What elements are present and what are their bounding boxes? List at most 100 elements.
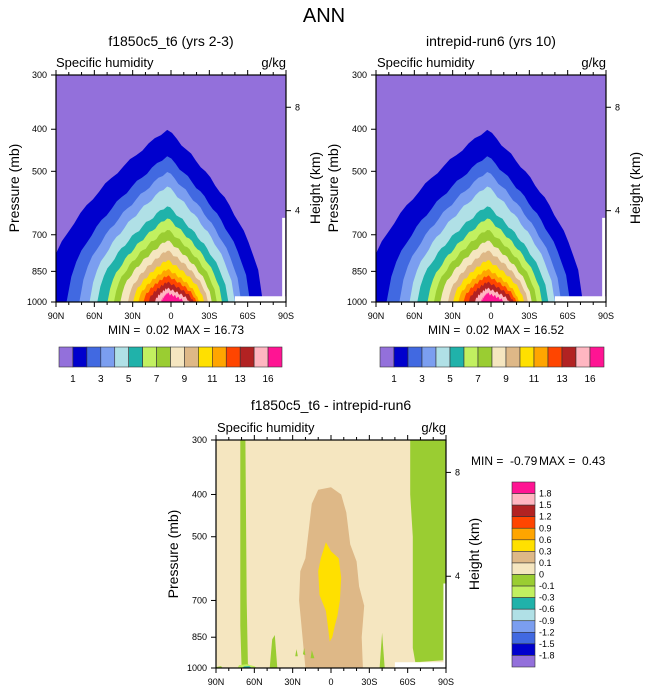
colorbar-swatch <box>463 346 479 368</box>
colorbar-label: 1 <box>70 374 76 385</box>
region-neg-0.1-to-0-south <box>410 440 446 663</box>
colorbar-label: -0.3 <box>539 593 555 603</box>
region-neg-blob-1 <box>295 649 298 657</box>
min-label: MIN = <box>108 323 140 337</box>
colorbar-swatch <box>212 346 227 368</box>
colorbar-swatch <box>575 346 591 368</box>
y2-tick-label: 4 <box>615 206 620 216</box>
max-value: 0.43 <box>582 454 606 468</box>
y-tick-label: 700 <box>352 230 367 240</box>
colorbar-swatch <box>128 346 143 368</box>
y-tick-label: 400 <box>352 124 367 134</box>
y2-axis-label: Height (km) <box>307 152 323 224</box>
colorbar-label: 0.3 <box>539 546 552 556</box>
missing-data-region <box>394 662 446 668</box>
colorbar-swatch <box>267 346 283 368</box>
colorbar-swatch <box>491 346 507 368</box>
missing-data-strip <box>602 217 606 302</box>
colorbar-label: 5 <box>447 374 453 385</box>
colorbar-swatch <box>511 585 536 598</box>
contour-level-16 <box>166 297 173 302</box>
x-tick-label: 30N <box>124 311 141 321</box>
y-tick-label: 1000 <box>27 297 47 307</box>
colorbar-swatch <box>511 527 536 541</box>
colorbar-swatch <box>561 346 577 368</box>
region-neg-blob-3 <box>310 650 315 659</box>
colorbar-swatch <box>519 346 535 368</box>
y-tick-label: 300 <box>192 435 207 445</box>
region-neg-0.1-to-0-north <box>240 440 255 668</box>
y2-tick-label: 8 <box>615 102 620 112</box>
colorbar-swatch <box>114 346 129 368</box>
axes: 90N 60N 30N 0 30S 60S 90S 300 400 500 700 850 1000 8 4 <box>187 435 460 687</box>
y-tick-label: 1000 <box>347 297 367 307</box>
colorbar-swatch <box>225 346 241 368</box>
colorbar-label: 16 <box>263 374 275 385</box>
colorbar-label: -0.1 <box>539 581 555 591</box>
colorbar-label: 1 <box>391 374 397 385</box>
figure-title: ANN <box>303 5 345 27</box>
y-tick-label: 400 <box>192 489 207 499</box>
x-tick-label: 0 <box>328 677 333 687</box>
x-tick-label: 90S <box>278 311 294 321</box>
x-tick-label: 30S <box>201 311 217 321</box>
x-tick-label: 60S <box>400 677 416 687</box>
min-max-readout: MIN = -0.79 MAX = 0.43 <box>471 454 606 468</box>
colorbar-swatch <box>511 493 536 506</box>
colorbar-swatch <box>253 346 269 368</box>
axes: 90N 60N 30N 0 30S 60S 90S 300 400 500 700 850 1000 8 4 <box>347 70 620 321</box>
colorbar-label: 7 <box>154 374 160 385</box>
region-neg-0.3-to-0.1 <box>237 664 257 668</box>
contour-fill <box>216 440 446 668</box>
axes: 90N 60N 30N 0 30S 60S 90S 300 400 500 700 850 1000 8 4 <box>27 70 300 321</box>
y-tick-label: 300 <box>352 70 367 80</box>
colorbar-swatch <box>100 346 116 368</box>
colorbar-swatch <box>511 516 536 529</box>
colorbar-label: 1.2 <box>539 512 552 522</box>
colorbar-label: 11 <box>529 374 540 385</box>
colorbar-swatch <box>511 562 536 575</box>
x-tick-label: 60N <box>246 677 263 687</box>
missing-data-region <box>234 296 286 302</box>
region-0.3-to-0.6 <box>318 542 342 642</box>
min-label: MIN = <box>428 323 460 337</box>
y2-tick-label: 4 <box>455 571 460 581</box>
y2-tick-label: 8 <box>455 467 460 477</box>
colorbar-swatch <box>407 346 423 368</box>
y2-axis-label: Height (km) <box>466 518 482 590</box>
x-tick-label: 90N <box>368 311 385 321</box>
contour-level-16 <box>486 297 493 302</box>
colorbar-label: 13 <box>235 374 247 385</box>
colorbar-swatch <box>449 346 465 368</box>
x-tick-label: 90S <box>598 311 614 321</box>
y-tick-label: 500 <box>352 166 367 176</box>
colorbar-swatch <box>511 481 536 494</box>
colorbar-label: 3 <box>419 374 425 385</box>
colorbar-swatch <box>511 632 536 645</box>
colorbar-swatch <box>239 346 255 368</box>
missing-data-strip <box>282 217 286 302</box>
min-value: -0.79 <box>510 454 538 468</box>
colorbar-label: 7 <box>475 374 481 385</box>
panel-diff: f1850c5_t6 - intrepid-run6 Specific humi… <box>165 397 606 687</box>
y-tick-label: 500 <box>32 166 47 176</box>
region-neg-blob-0 <box>269 635 278 668</box>
panel-control: intrepid-run6 (yrs 10) Specific humidity… <box>325 33 643 385</box>
colorbar-label: 9 <box>182 374 188 385</box>
x-tick-label: 60S <box>240 311 256 321</box>
x-tick-label: 60N <box>406 311 423 321</box>
y-tick-label: 850 <box>352 266 367 276</box>
min-max-readout: MIN = 0.02 MAX = 16.73 <box>108 323 244 337</box>
colorbar-swatch <box>505 346 521 368</box>
colorbar-label: -0.6 <box>539 604 555 614</box>
colorbar-swatch <box>170 346 185 368</box>
units-label: g/kg <box>581 55 606 70</box>
colorbar-swatch <box>511 504 536 517</box>
colorbar: 1 3 5 7 9 11 13 16 <box>379 346 605 385</box>
colorbar-swatch <box>511 597 536 610</box>
x-tick-label: 0 <box>488 311 493 321</box>
colorbar-label: -1.2 <box>539 627 555 637</box>
colorbar-label: -1.5 <box>539 639 555 649</box>
y-axis-label: Pressure (mb) <box>165 510 181 599</box>
